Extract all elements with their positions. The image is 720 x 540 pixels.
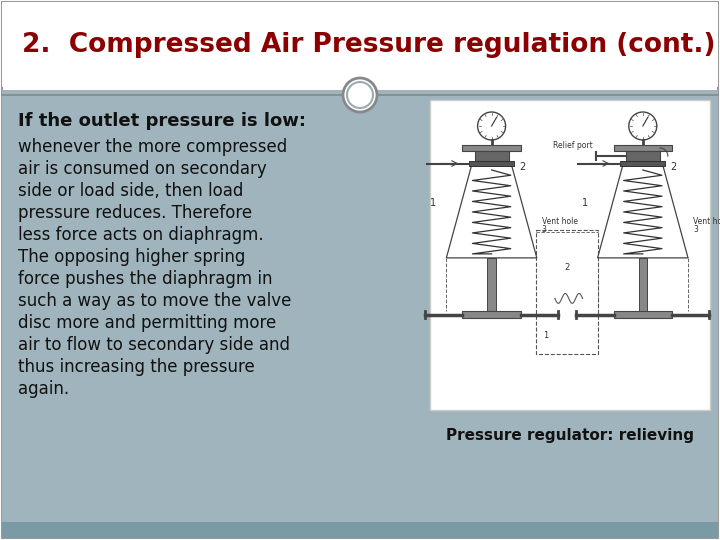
FancyBboxPatch shape	[639, 258, 647, 311]
Text: 1: 1	[543, 331, 548, 340]
Text: 2.  Compressed Air Pressure regulation (cont.): 2. Compressed Air Pressure regulation (c…	[22, 31, 716, 57]
Text: whenever the more compressed: whenever the more compressed	[18, 138, 287, 156]
FancyBboxPatch shape	[462, 311, 521, 318]
Text: again.: again.	[18, 380, 69, 398]
Text: pressure reduces. Therefore: pressure reduces. Therefore	[18, 204, 252, 222]
Circle shape	[629, 112, 657, 140]
Text: Vent hole: Vent hole	[693, 217, 720, 226]
FancyBboxPatch shape	[2, 522, 718, 538]
Circle shape	[477, 112, 505, 140]
Text: 3: 3	[693, 225, 698, 233]
Text: Vent hole: Vent hole	[542, 217, 578, 226]
Text: Relief port: Relief port	[553, 141, 593, 150]
Text: 1: 1	[431, 198, 436, 208]
FancyBboxPatch shape	[487, 258, 496, 311]
Text: If the outlet pressure is low:: If the outlet pressure is low:	[18, 112, 306, 130]
FancyBboxPatch shape	[626, 151, 660, 161]
Text: Pressure regulator: relieving: Pressure regulator: relieving	[446, 428, 694, 443]
Text: thus increasing the pressure: thus increasing the pressure	[18, 358, 255, 376]
FancyBboxPatch shape	[462, 145, 521, 151]
Circle shape	[343, 78, 377, 112]
FancyBboxPatch shape	[613, 145, 672, 151]
Text: 2: 2	[519, 162, 525, 172]
Text: less force acts on diaphragm.: less force acts on diaphragm.	[18, 226, 264, 244]
Text: side or load side, then load: side or load side, then load	[18, 182, 243, 200]
FancyBboxPatch shape	[469, 161, 514, 166]
FancyBboxPatch shape	[536, 230, 598, 354]
Text: 2: 2	[670, 162, 676, 172]
Text: force pushes the diaphragm in: force pushes the diaphragm in	[18, 270, 272, 288]
FancyBboxPatch shape	[2, 2, 718, 87]
Text: air is consumed on secondary: air is consumed on secondary	[18, 160, 266, 178]
FancyBboxPatch shape	[621, 161, 665, 166]
Text: disc more and permitting more: disc more and permitting more	[18, 314, 276, 332]
Text: 1: 1	[582, 198, 588, 208]
Text: such a way as to move the valve: such a way as to move the valve	[18, 292, 292, 310]
Circle shape	[347, 82, 373, 108]
Text: 2: 2	[564, 263, 570, 272]
FancyBboxPatch shape	[430, 100, 710, 410]
FancyBboxPatch shape	[2, 90, 718, 522]
FancyBboxPatch shape	[613, 311, 672, 318]
Text: The opposing higher spring: The opposing higher spring	[18, 248, 246, 266]
Text: air to flow to secondary side and: air to flow to secondary side and	[18, 336, 290, 354]
Text: 3: 3	[542, 225, 546, 233]
FancyBboxPatch shape	[474, 151, 508, 161]
